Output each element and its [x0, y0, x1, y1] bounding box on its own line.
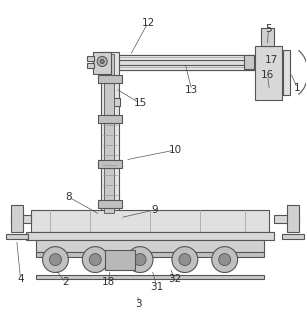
Text: 17: 17	[265, 56, 278, 65]
Text: 1: 1	[294, 83, 301, 93]
Circle shape	[100, 59, 104, 63]
Bar	[98, 115, 122, 123]
Circle shape	[172, 247, 198, 273]
Bar	[243, 56, 254, 70]
Circle shape	[212, 247, 238, 273]
Bar	[287, 205, 299, 232]
Text: 15: 15	[134, 98, 147, 108]
Bar	[101, 52, 119, 215]
Bar	[11, 215, 31, 223]
Text: 2: 2	[62, 278, 69, 288]
Bar	[25, 232, 274, 240]
Circle shape	[89, 254, 101, 266]
Circle shape	[82, 247, 108, 273]
Bar	[36, 275, 265, 280]
Bar	[87, 63, 94, 68]
Bar	[98, 75, 122, 83]
Text: 31: 31	[150, 282, 164, 292]
Text: 8: 8	[65, 192, 72, 202]
Text: 9: 9	[152, 205, 158, 215]
Bar	[97, 56, 255, 60]
Circle shape	[127, 247, 153, 273]
Circle shape	[179, 254, 191, 266]
Circle shape	[134, 254, 146, 266]
Text: 18: 18	[102, 278, 115, 288]
Circle shape	[219, 254, 231, 266]
Text: 3: 3	[135, 299, 142, 309]
Bar	[104, 55, 114, 213]
Circle shape	[42, 247, 68, 273]
Text: 10: 10	[168, 145, 181, 155]
Text: 32: 32	[168, 275, 181, 284]
Bar	[98, 160, 122, 168]
Bar	[11, 205, 23, 232]
Bar	[255, 46, 282, 100]
Bar	[31, 210, 270, 232]
Bar	[36, 252, 265, 257]
Text: 13: 13	[185, 85, 198, 95]
Bar	[274, 215, 299, 223]
Bar	[6, 234, 28, 239]
Circle shape	[49, 254, 61, 266]
Bar	[108, 98, 120, 106]
Bar	[283, 50, 290, 95]
Bar	[93, 52, 111, 74]
Text: 4: 4	[17, 275, 24, 284]
Text: 16: 16	[261, 71, 274, 80]
Bar	[282, 234, 304, 239]
Bar	[36, 240, 265, 252]
Bar	[98, 200, 122, 208]
Bar	[105, 250, 135, 269]
Text: 12: 12	[142, 18, 155, 28]
Bar	[261, 28, 274, 46]
Circle shape	[97, 57, 107, 66]
Bar	[97, 56, 255, 71]
Bar	[97, 65, 255, 71]
Text: 5: 5	[265, 24, 272, 33]
Bar	[87, 57, 94, 61]
